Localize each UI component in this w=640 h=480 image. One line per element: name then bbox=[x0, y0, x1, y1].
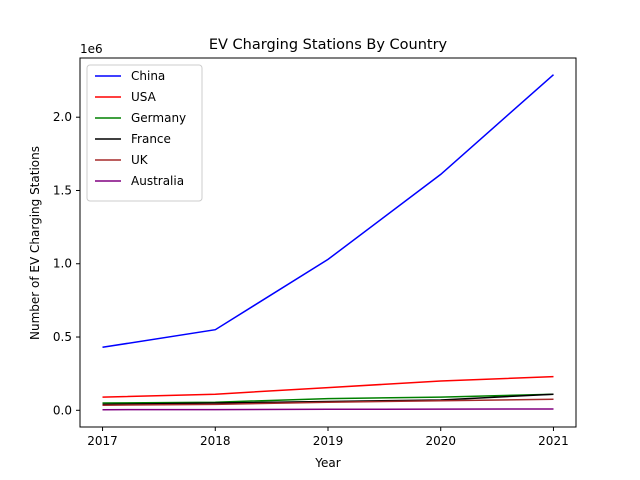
legend: China USA Germany France UK Australia bbox=[86, 64, 203, 202]
series-line-australia bbox=[102, 408, 554, 411]
legend-box bbox=[86, 64, 203, 202]
series-line-china bbox=[102, 74, 554, 349]
series-line-uk bbox=[102, 398, 554, 406]
legend-label: Germany bbox=[131, 111, 186, 125]
series-line-germany bbox=[102, 393, 554, 404]
x-axis-label: Year bbox=[314, 456, 340, 470]
x-tick-label: 2018 bbox=[200, 434, 231, 448]
y-tick-label: 0.5 bbox=[53, 330, 72, 344]
x-tick-label: 2021 bbox=[538, 434, 569, 448]
x-tick-label: 2020 bbox=[425, 434, 456, 448]
legend-label: UK bbox=[131, 153, 149, 167]
axis-ticks: 2017 2018 2019 2020 2021 0.0 0.5 1.0 1.5 2.0 bbox=[53, 110, 569, 448]
chart-title: EV Charging Stations By Country bbox=[209, 37, 448, 53]
series-lines bbox=[102, 74, 554, 411]
series-line-usa bbox=[102, 375, 554, 398]
y-offset-label: 1e6 bbox=[80, 42, 103, 56]
legend-label: Australia bbox=[131, 174, 184, 188]
x-tick-label: 2017 bbox=[87, 434, 118, 448]
legend-label: France bbox=[131, 132, 171, 146]
y-tick-label: 1.5 bbox=[53, 183, 72, 197]
plot-frame bbox=[79, 57, 577, 428]
x-tick-label: 2019 bbox=[313, 434, 344, 448]
legend-label: China bbox=[131, 69, 165, 83]
y-tick-label: 2.0 bbox=[53, 110, 72, 124]
y-tick-label: 1.0 bbox=[53, 257, 72, 271]
y-tick-label: 0.0 bbox=[53, 403, 72, 417]
legend-label: USA bbox=[131, 90, 157, 104]
y-axis-label: Number of EV Charging Stations bbox=[28, 146, 42, 340]
